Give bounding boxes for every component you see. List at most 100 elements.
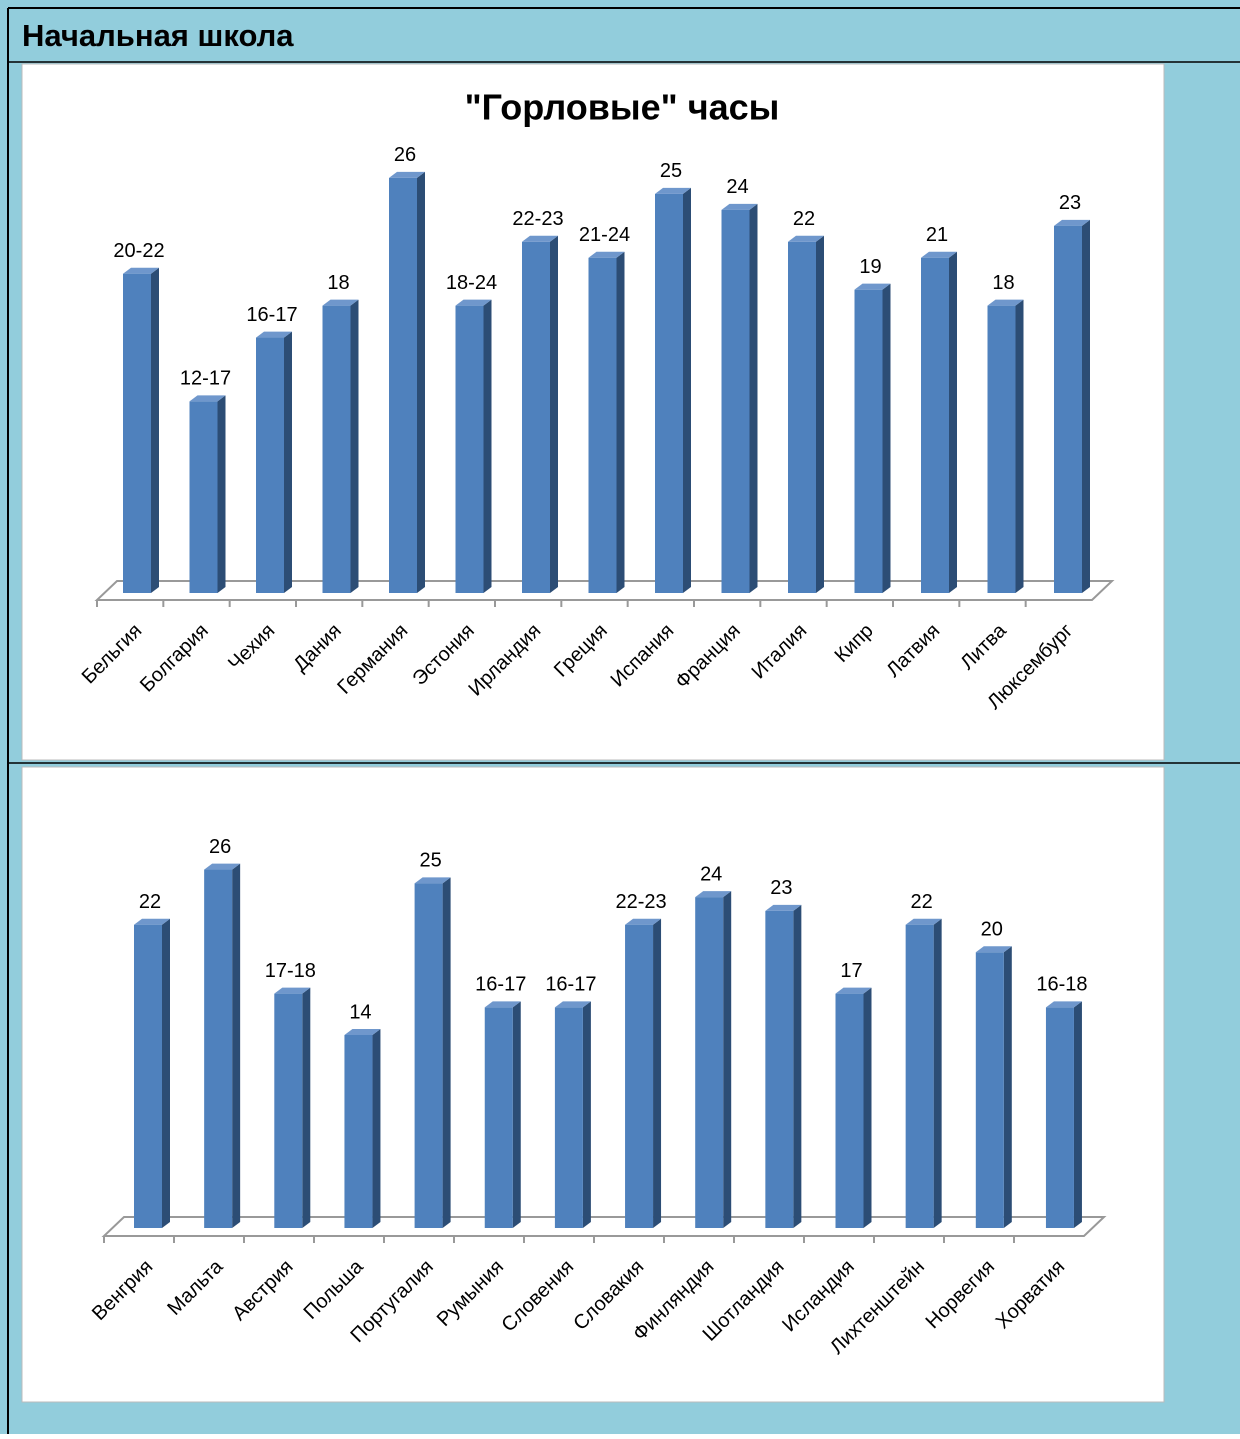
value-label: 22-23 [512, 208, 563, 230]
bar [134, 918, 170, 1228]
bar-front [256, 337, 284, 593]
bar-side [1073, 1001, 1082, 1228]
bar-side [350, 299, 359, 593]
bar-top [522, 235, 558, 242]
bar-top [921, 251, 957, 258]
value-label: 20 [981, 919, 1003, 941]
bar [625, 918, 662, 1228]
bar-top [905, 918, 942, 925]
bar-front [123, 273, 151, 593]
bar-side [302, 987, 311, 1228]
bar-side [372, 1029, 381, 1228]
bar [344, 1029, 381, 1228]
bar [788, 235, 824, 594]
bar-front [274, 993, 303, 1228]
value-label: 16-17 [545, 974, 596, 996]
bar [588, 251, 625, 593]
bar-top [625, 918, 662, 925]
bar [987, 299, 1024, 593]
value-label: 23 [770, 877, 792, 899]
bar-top [588, 251, 625, 258]
bar-side [933, 918, 942, 1228]
bar-side [151, 267, 159, 593]
value-label: 25 [419, 850, 441, 872]
bar-side [162, 918, 170, 1228]
bar [975, 946, 1012, 1228]
bar-top [854, 283, 891, 290]
value-label: 25 [660, 160, 682, 182]
bar [835, 987, 872, 1228]
value-label: 22-23 [615, 891, 666, 913]
bar-side [1082, 219, 1090, 594]
value-label: 21-24 [579, 224, 630, 246]
bar-side [749, 203, 758, 593]
bar-top [344, 1029, 381, 1035]
bar [655, 187, 691, 593]
value-label: 17 [840, 960, 862, 982]
value-label: 16-17 [475, 974, 526, 996]
bar-side [816, 235, 824, 594]
value-label: 26 [209, 836, 231, 858]
bar-top [975, 946, 1012, 953]
bar-top [189, 395, 226, 402]
value-label: 22 [139, 891, 161, 913]
bar-top [123, 267, 159, 274]
bar [554, 1001, 591, 1228]
bar-top [322, 299, 359, 306]
floor [101, 1216, 1107, 1237]
bar [765, 904, 802, 1228]
bar-front [1045, 1007, 1074, 1228]
bar-top [655, 187, 691, 194]
bar-side [417, 171, 425, 593]
bar-side [723, 891, 732, 1228]
bar [1045, 1001, 1082, 1228]
value-label: 18 [327, 272, 349, 294]
bar-front [484, 1007, 513, 1228]
bar-side [1015, 299, 1024, 593]
bar-front [554, 1007, 583, 1228]
bar-side [949, 251, 957, 593]
value-label: 22 [911, 891, 933, 913]
bar-side [683, 187, 691, 593]
bar [204, 863, 241, 1228]
bar-front [625, 924, 654, 1228]
bar-front [721, 209, 750, 593]
bar-top [455, 299, 492, 306]
bar [322, 299, 359, 593]
bar-side [653, 918, 662, 1228]
bar-side [863, 987, 872, 1228]
bar [274, 987, 311, 1228]
value-label: 24 [726, 176, 748, 198]
bar-top [835, 987, 872, 994]
bar-side [550, 235, 558, 594]
bar-top [721, 203, 758, 210]
value-label: 26 [394, 144, 416, 166]
value-label: 12-17 [180, 368, 231, 390]
bar-top [987, 299, 1024, 306]
bar-side [616, 251, 625, 593]
bar-top [765, 904, 802, 911]
bar-front [414, 883, 443, 1228]
value-label: 20-22 [113, 240, 164, 262]
bar [389, 171, 425, 593]
bar [414, 877, 451, 1228]
bar [455, 299, 492, 593]
bar-front [765, 910, 794, 1228]
bar-top [274, 987, 311, 994]
bar-front [389, 177, 417, 593]
bar-front [455, 305, 484, 593]
bar-front [1054, 225, 1082, 594]
bar [189, 395, 226, 593]
bar-front [655, 193, 683, 593]
value-label: 23 [1059, 192, 1081, 214]
bar [854, 283, 891, 593]
bar-front [204, 869, 233, 1228]
bar [1054, 219, 1090, 594]
bar [484, 1001, 521, 1228]
bar-front [854, 289, 883, 593]
bar-top [204, 863, 241, 870]
bar-side [284, 331, 292, 593]
bar-side [217, 395, 226, 593]
header-title: Начальная школа [22, 18, 294, 53]
